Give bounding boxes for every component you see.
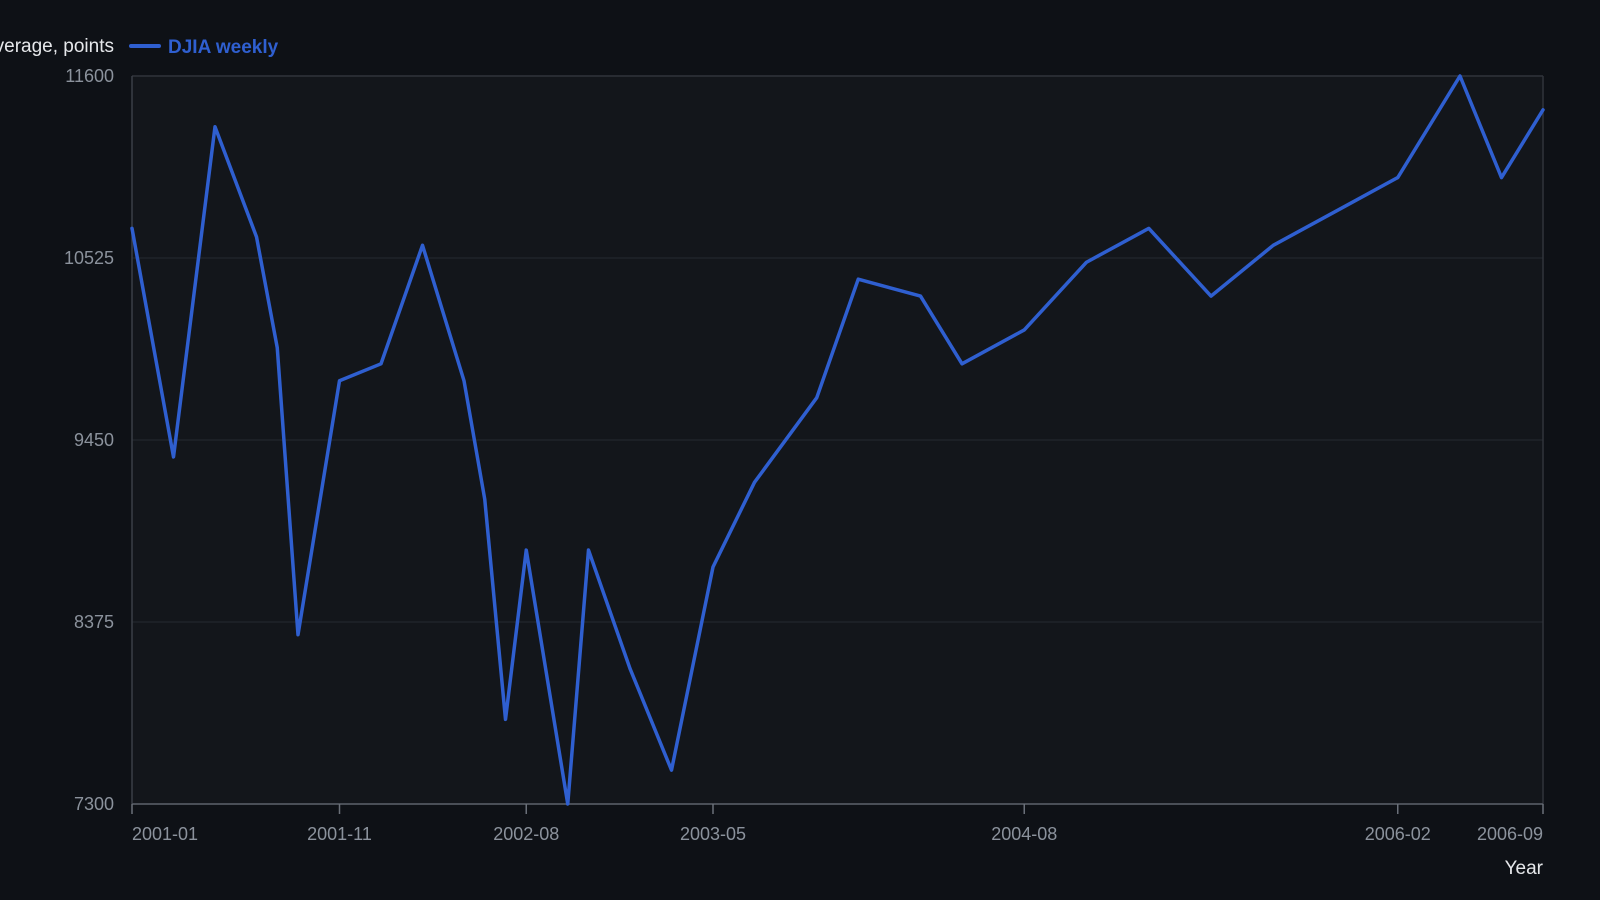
legend-label-djia: DJIA weekly (168, 37, 279, 58)
x-tick-label: 2004-08 (991, 824, 1057, 844)
x-tick-label: 2002-08 (493, 824, 559, 844)
series (130, 74, 1545, 806)
y-tick-label: 9450 (74, 430, 114, 450)
axes (131, 75, 1544, 805)
series-line-djia-weekly (130, 74, 1545, 806)
y-tick-label: 7300 (74, 794, 114, 814)
x-tick-label: 2001-11 (307, 824, 372, 844)
x-axis-title: Year (1505, 858, 1544, 879)
x-tick-label: 2001-01 (132, 824, 198, 844)
legend: Dow Jones Industrial Average, points DJI… (0, 36, 279, 58)
y-tick-label: 11600 (65, 66, 114, 86)
x-axis-ticks: 2001-01 2001-11 2002-08 2003-05 2004-08 2006-… (131, 804, 1544, 844)
x-tick-label: 2006-02 (1365, 824, 1431, 844)
x-tick-label: 2006-09 (1477, 824, 1543, 844)
y-tick-label: 8375 (74, 612, 114, 632)
y-tick-label: 10525 (64, 248, 114, 268)
x-tick-label: 2003-05 (680, 824, 746, 844)
y-axis-title: Dow Jones Industrial Average, points (0, 36, 114, 57)
y-axis-ticks: 7300 8375 9450 10525 11600 (64, 66, 114, 814)
